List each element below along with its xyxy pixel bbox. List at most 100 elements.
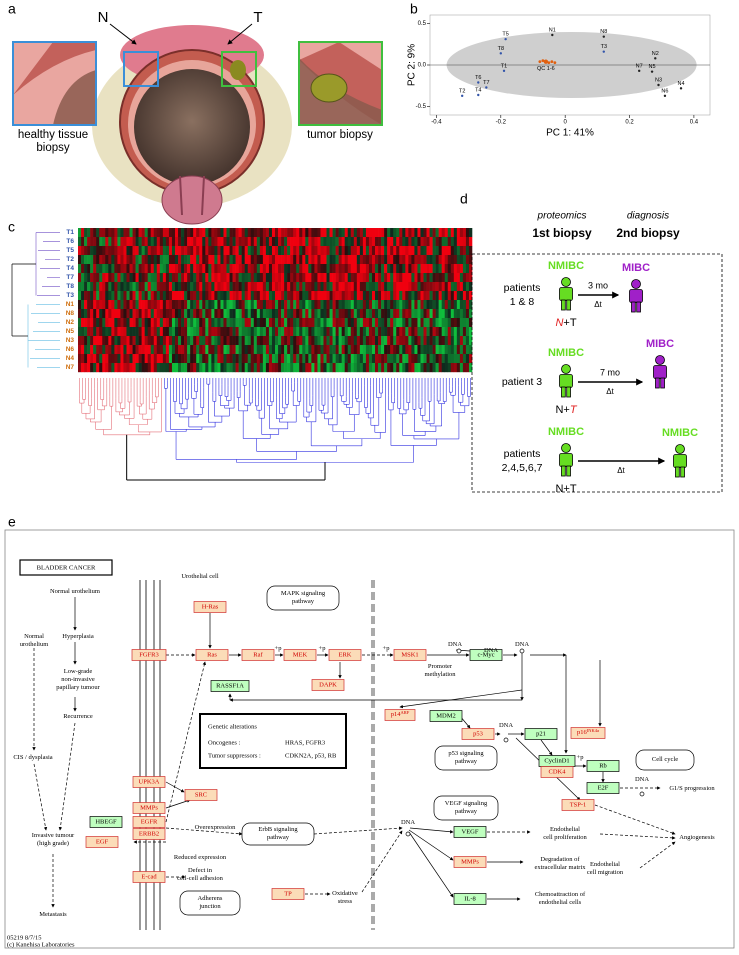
heatmap-cell — [350, 228, 355, 238]
gene-label: MMPs — [461, 858, 479, 865]
patient-leg — [561, 386, 566, 398]
heatmap-cell — [241, 246, 245, 256]
heatmap-cell — [138, 363, 142, 373]
heatmap-cell — [265, 345, 270, 355]
heatmap-cell — [114, 237, 118, 247]
heatmap-cell — [126, 228, 130, 238]
row-label: N8 — [66, 310, 75, 317]
heatmap-cell — [117, 300, 121, 310]
heatmap-cell — [211, 291, 215, 301]
heatmap-cell — [341, 300, 346, 310]
heatmap-cell — [314, 273, 318, 283]
heatmap-cell — [350, 300, 355, 310]
heatmap-cell — [302, 255, 306, 265]
heatmap-cell — [141, 246, 145, 256]
heatmap-cell — [447, 345, 452, 355]
heatmap-cell — [456, 327, 461, 337]
heatmap-cell — [384, 255, 388, 265]
pathway-note-line: DNA — [401, 819, 415, 826]
heatmap-cell — [226, 228, 230, 238]
heatmap-cell — [174, 363, 179, 373]
heatmap-cell — [468, 255, 473, 265]
heatmap-cell — [262, 345, 267, 355]
heatmap-cell — [429, 309, 433, 319]
heatmap-cell — [105, 318, 109, 328]
heatmap-cell — [399, 309, 403, 319]
heatmap-cell — [350, 354, 355, 364]
point-label: N2 — [652, 51, 659, 57]
pathway-note-line: +p — [319, 645, 326, 652]
heatmap-cell — [293, 327, 297, 337]
heatmap-cell — [411, 282, 415, 292]
sample-part: + — [563, 404, 569, 416]
heatmap-cell — [299, 264, 303, 274]
gene-label: HBEGF — [95, 818, 117, 825]
heatmap-cell — [162, 246, 167, 256]
heatmap-cell — [238, 354, 242, 364]
heatmap-cell — [426, 345, 430, 355]
heatmap-cell — [168, 273, 173, 283]
heatmap-cell — [153, 345, 158, 355]
pathway-arrow — [33, 763, 48, 831]
heatmap-cell — [196, 291, 200, 301]
heatmap-cell — [271, 318, 276, 328]
heatmap-cell — [290, 318, 294, 328]
heatmap-cell — [332, 246, 336, 256]
patient-head — [675, 444, 685, 454]
column-method: diagnosis — [627, 211, 669, 222]
heatmap-cell — [347, 237, 352, 247]
heatmap-cell — [235, 246, 239, 256]
heatmap-cell — [344, 309, 349, 319]
heatmap-cell — [184, 327, 188, 337]
heatmap-cell — [381, 309, 385, 319]
pathway-bubble — [635, 749, 695, 771]
heatmap-cell — [429, 273, 433, 283]
heatmap-cell — [244, 255, 249, 265]
heatmap-cell — [323, 282, 327, 292]
heatmap-cell — [87, 237, 91, 247]
heatmap-cell — [378, 237, 382, 247]
heatmap-cell — [117, 237, 121, 247]
heatmap-cell — [405, 291, 409, 301]
cohort-box — [471, 253, 723, 493]
heatmap-cell — [247, 255, 252, 265]
heatmap-cell — [174, 228, 179, 238]
heatmap-cell — [238, 309, 242, 319]
heatmap-cell — [238, 318, 242, 328]
heatmap-cell — [308, 300, 312, 310]
heatmap-cell — [399, 273, 403, 283]
heatmap-cell — [220, 363, 224, 373]
gene-box — [132, 802, 166, 814]
heatmap-cell — [138, 291, 142, 301]
heatmap-cell — [326, 255, 330, 265]
heatmap-cell — [135, 327, 139, 337]
heatmap-cell — [217, 255, 221, 265]
heatmap-cell — [302, 354, 306, 364]
heatmap-cell — [84, 228, 88, 238]
heatmap-cell — [129, 246, 133, 256]
heatmap-cell — [232, 237, 236, 247]
heatmap-cell — [268, 309, 273, 319]
heatmap-cell — [150, 327, 155, 337]
heatmap-cell — [390, 354, 394, 364]
heatmap-cell — [384, 273, 388, 283]
heatmap-cell — [393, 291, 397, 301]
heatmap-cell — [305, 327, 309, 337]
heatmap-cell — [390, 300, 394, 310]
heatmap-cell — [196, 237, 200, 247]
heatmap-cell — [141, 327, 145, 337]
heatmap-cell — [211, 363, 215, 373]
heatmap-cell — [347, 264, 352, 274]
heatmap-cell — [99, 291, 103, 301]
heatmap-cell — [232, 327, 236, 337]
heatmap-cell — [96, 291, 100, 301]
heatmap-cell — [347, 282, 352, 292]
heatmap-cell — [308, 354, 312, 364]
heatmap-cell — [193, 273, 197, 283]
patient-body — [559, 453, 573, 467]
pathway-arrow — [165, 799, 191, 809]
heatmap-cell — [326, 228, 330, 238]
heatmap-cell — [250, 363, 255, 373]
heatmap-cell — [256, 273, 261, 283]
heatmap-cell — [165, 363, 170, 373]
